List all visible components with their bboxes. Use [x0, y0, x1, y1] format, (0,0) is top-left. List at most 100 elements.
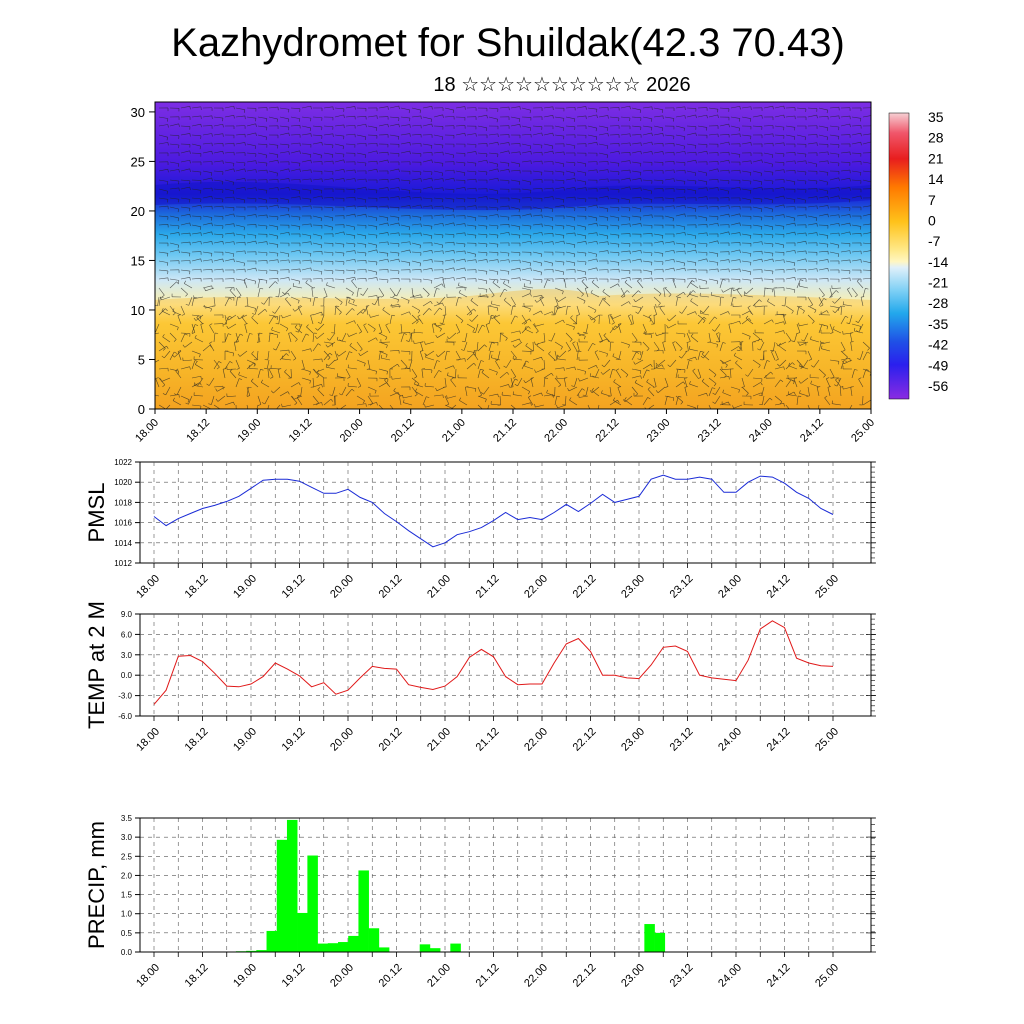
- wind-barb-flag: [194, 361, 198, 365]
- wind-barb: [689, 293, 699, 298]
- wind-barb: [251, 317, 259, 325]
- wind-barb: [733, 355, 743, 361]
- wind-barb-flag: [791, 310, 794, 314]
- wind-barb-flag: [209, 323, 213, 326]
- wind-barb: [793, 378, 798, 388]
- wind-barb-flag: [629, 277, 631, 281]
- wind-barb-flag: [759, 403, 763, 406]
- wind-barb: [301, 368, 311, 373]
- wind-barb: [829, 134, 839, 137]
- wind-barb: [455, 258, 465, 262]
- wind-barb: [422, 368, 432, 371]
- wind-barb: [532, 295, 542, 298]
- wind-barb-flag: [857, 358, 861, 360]
- wind-barb: [675, 134, 685, 137]
- wind-barb-flag: [503, 365, 507, 368]
- wind-barb-flag: [486, 160, 488, 164]
- wind-barb: [466, 151, 476, 154]
- wind-barb: [690, 282, 699, 289]
- wind-barb: [384, 379, 391, 388]
- wind-barb-flag: [552, 150, 554, 155]
- wind-barb: [510, 330, 520, 334]
- wind-barb: [832, 328, 842, 334]
- wind-barb: [565, 196, 575, 199]
- wind-barb-flag: [464, 277, 466, 281]
- wind-barb: [587, 114, 597, 118]
- wind-barb: [576, 115, 586, 118]
- wind-barb: [708, 187, 718, 190]
- wind-barb: [840, 123, 850, 127]
- wind-barb: [862, 213, 871, 217]
- wind-barb: [378, 215, 388, 218]
- x-tick-label: 20.12: [377, 573, 405, 601]
- wind-barb-flag: [574, 366, 576, 371]
- wind-barb: [235, 233, 245, 236]
- wind-barb: [675, 368, 685, 370]
- wind-barb-flag: [672, 278, 676, 280]
- wind-barb-flag: [398, 168, 400, 173]
- wind-barb: [521, 143, 531, 147]
- wind-barb-flag: [706, 115, 708, 119]
- wind-barb: [675, 196, 685, 199]
- wind-barb-flag: [316, 375, 320, 379]
- wind-barb-flag: [288, 232, 290, 236]
- wind-barb-flag: [439, 328, 442, 332]
- wind-barb-flag: [519, 330, 521, 335]
- wind-barb-flag: [690, 280, 693, 284]
- wind-barb: [381, 357, 391, 361]
- x-tick-label: 23.12: [668, 962, 696, 990]
- wind-barb: [202, 195, 212, 199]
- wind-barb: [488, 133, 498, 136]
- wind-barb: [422, 233, 432, 236]
- wind-barb-flag: [689, 291, 691, 295]
- wind-barb-flag: [482, 324, 486, 327]
- wind-barb-flag: [417, 310, 421, 314]
- wind-barb: [730, 297, 734, 307]
- wind-barb: [169, 394, 179, 397]
- wind-barb-flag: [321, 142, 323, 146]
- wind-barb-flag: [446, 336, 450, 340]
- wind-barb: [334, 350, 339, 360]
- wind-barb: [290, 196, 300, 199]
- wind-barb: [433, 370, 440, 379]
- wind-barb: [202, 404, 212, 409]
- wind-barb: [631, 125, 641, 128]
- wind-barb: [217, 386, 226, 392]
- wind-barb: [796, 323, 801, 333]
- wind-barb-flag: [326, 282, 328, 286]
- wind-barb: [257, 332, 261, 342]
- wind-barb: [332, 386, 336, 396]
- y-tick-label: -6.0: [118, 712, 132, 721]
- wind-barb: [796, 188, 806, 190]
- wind-barb-flag: [760, 181, 763, 185]
- wind-barb: [785, 391, 795, 397]
- wind-barb: [554, 260, 564, 263]
- wind-barb: [301, 125, 311, 129]
- wind-barb: [235, 177, 245, 181]
- wind-barb-flag: [331, 227, 334, 231]
- wind-barb-flag: [571, 385, 575, 387]
- wind-barb: [532, 170, 542, 173]
- wind-barb: [488, 214, 498, 217]
- wind-barb: [587, 204, 597, 208]
- wind-barb: [568, 386, 578, 392]
- y-tick-label: 1022: [114, 458, 132, 467]
- wind-barb-flag: [497, 168, 499, 172]
- wind-barb: [686, 277, 696, 280]
- wind-barb-flag: [325, 344, 328, 348]
- wind-barb-flag: [684, 151, 686, 155]
- wind-barb: [235, 186, 245, 190]
- wind-barb: [774, 186, 784, 190]
- wind-barb: [411, 368, 418, 377]
- wind-barb: [158, 287, 165, 296]
- wind-barb: [378, 222, 388, 226]
- wind-barb: [229, 371, 237, 379]
- wind-barb: [862, 399, 871, 406]
- wind-barb-flag: [200, 241, 202, 245]
- wind-barb-flag: [431, 159, 433, 163]
- precip-bar: [338, 942, 349, 952]
- wind-barb: [180, 251, 190, 254]
- wind-barb-flag: [277, 204, 279, 209]
- wind-barb-flag: [601, 390, 603, 394]
- wind-barb-flag: [655, 362, 659, 366]
